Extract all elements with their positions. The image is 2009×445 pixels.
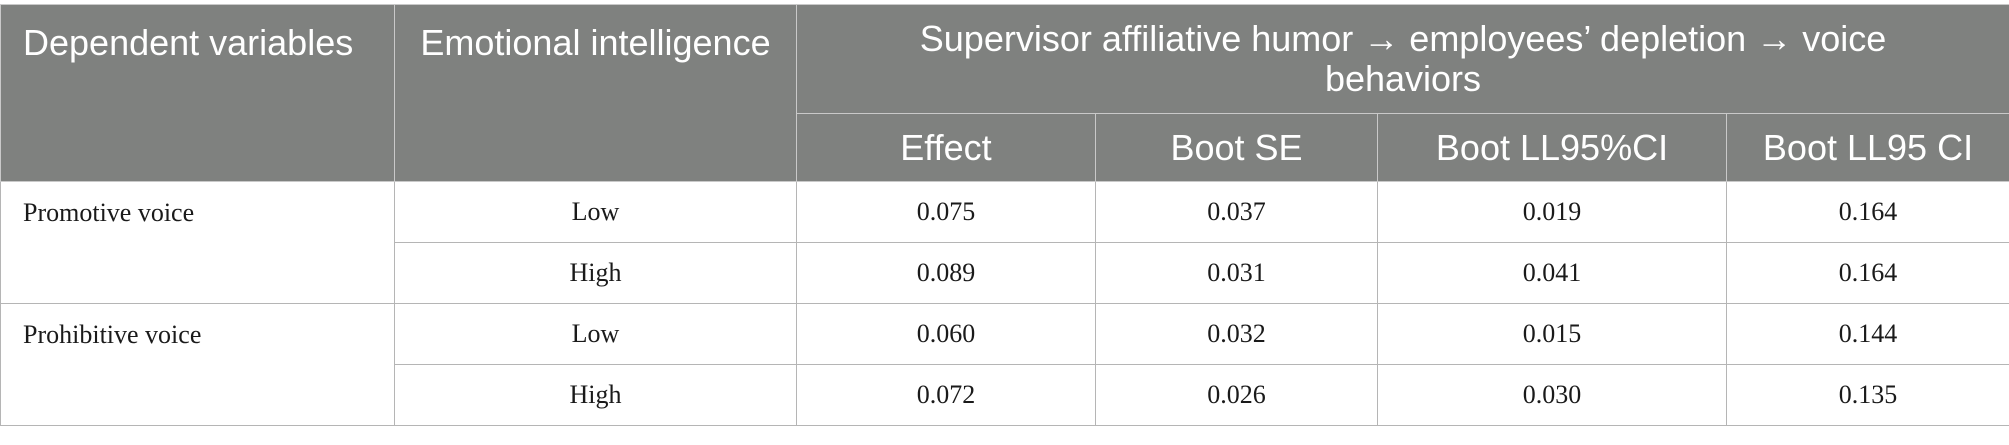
- boot-ul-cell: 0.164: [1726, 242, 2009, 304]
- header-boot-ul95ci: Boot LL95 CI: [1726, 113, 2009, 182]
- dependent-variable-cell: Promotive voice: [0, 181, 395, 304]
- boot-se-cell: 0.032: [1095, 303, 1378, 365]
- ei-level-cell: Low: [394, 181, 797, 243]
- table-header: Dependent variables Emotional intelligen…: [0, 4, 2009, 182]
- ei-level-cell: Low: [394, 303, 797, 365]
- boot-ul-cell: 0.144: [1726, 303, 2009, 365]
- boot-ul-cell: 0.164: [1726, 181, 2009, 243]
- header-indirect-path: Supervisor affiliative humor → employees…: [796, 4, 2009, 114]
- header-effect: Effect: [796, 113, 1096, 182]
- effect-cell: 0.060: [796, 303, 1096, 365]
- header-dependent-variables: Dependent variables: [0, 4, 395, 182]
- header-row-2: Effect Boot SE Boot LL95%CI Boot LL95 CI: [1, 113, 2009, 182]
- boot-ll-cell: 0.015: [1377, 303, 1727, 365]
- boot-ll-cell: 0.019: [1377, 181, 1727, 243]
- table-row: High 0.072 0.026 0.030 0.135: [1, 364, 2009, 426]
- boot-ll-cell: 0.030: [1377, 364, 1727, 426]
- mediation-results-table: Dependent variables Emotional intelligen…: [0, 4, 2009, 426]
- table-row: Prohibitive voice Low 0.060 0.032 0.015 …: [0, 303, 2009, 426]
- ei-level-cell: High: [394, 242, 797, 304]
- table-body: Promotive voice Low 0.075 0.037 0.019 0.…: [0, 181, 2009, 426]
- boot-ul-cell: 0.135: [1726, 364, 2009, 426]
- boot-se-cell: 0.037: [1095, 181, 1378, 243]
- effect-cell: 0.072: [796, 364, 1096, 426]
- header-emotional-intelligence: Emotional intelligence: [394, 4, 797, 182]
- boot-se-cell: 0.031: [1095, 242, 1378, 304]
- effect-cell: 0.075: [796, 181, 1096, 243]
- ei-level-cell: High: [394, 364, 797, 426]
- effect-cell: 0.089: [796, 242, 1096, 304]
- header-boot-se: Boot SE: [1095, 113, 1378, 182]
- boot-ll-cell: 0.041: [1377, 242, 1727, 304]
- boot-se-cell: 0.026: [1095, 364, 1378, 426]
- table-row: High 0.089 0.031 0.041 0.164: [1, 242, 2009, 304]
- header-row-1: Dependent variables Emotional intelligen…: [0, 4, 2009, 182]
- dependent-variable-cell: Prohibitive voice: [0, 303, 395, 426]
- header-boot-ll95ci: Boot LL95%CI: [1377, 113, 1727, 182]
- table-row: Promotive voice Low 0.075 0.037 0.019 0.…: [0, 181, 2009, 304]
